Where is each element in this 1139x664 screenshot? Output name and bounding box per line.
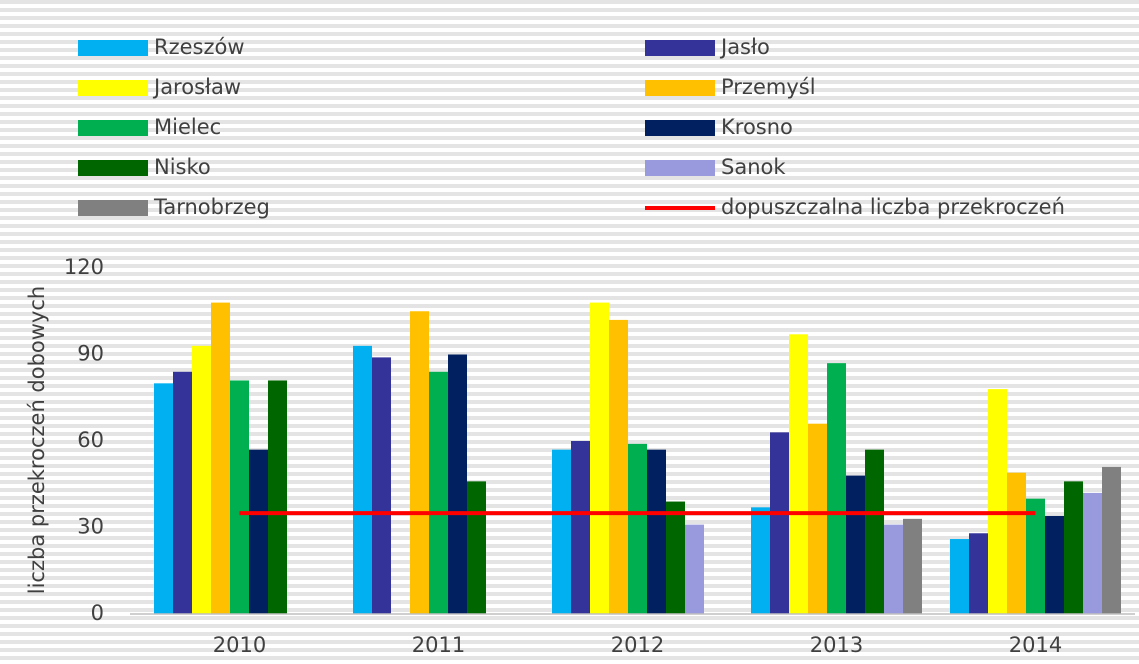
bar: [552, 449, 571, 614]
x-tick-label: 2012: [611, 633, 664, 657]
bar: [230, 380, 249, 614]
bar: [1045, 515, 1064, 614]
bar: [353, 345, 372, 614]
bar: [590, 302, 609, 614]
y-tick-label: 30: [77, 515, 104, 539]
bar: [211, 302, 230, 614]
bar: [827, 363, 846, 614]
y-tick-label: 90: [77, 342, 104, 366]
bar: [467, 481, 486, 614]
bar: [1026, 498, 1045, 614]
legend-swatch: [645, 160, 715, 176]
x-tick-label: 2013: [810, 633, 863, 657]
legend-swatch: [78, 80, 148, 96]
y-tick-label: 120: [64, 255, 104, 279]
bar: [903, 518, 922, 614]
legend-swatch: [78, 120, 148, 136]
legend-swatch: [645, 40, 715, 56]
bar: [808, 423, 827, 614]
bar: [865, 449, 884, 614]
legend-swatch: [645, 120, 715, 136]
bar: [846, 475, 865, 614]
y-axis-title: liczba przekroczeń dobowych: [25, 286, 49, 595]
legend-label: Krosno: [721, 115, 793, 139]
legend-label: dopuszczalna liczba przekroczeń: [721, 195, 1065, 219]
bar: [884, 524, 903, 614]
legend-label: Jarosław: [152, 75, 241, 99]
legend-label: Rzeszów: [154, 35, 245, 59]
bar: [685, 524, 704, 614]
bar: [571, 441, 590, 614]
legend-label: Mielec: [154, 115, 221, 139]
bar: [1083, 492, 1102, 614]
bar: [789, 334, 808, 614]
x-tick-label: 2010: [213, 633, 266, 657]
bar: [192, 345, 211, 614]
legend-label: Tarnobrzeg: [153, 195, 270, 219]
bar: [666, 501, 685, 614]
bar: [751, 507, 770, 614]
bar: [969, 533, 988, 614]
bar: [988, 389, 1007, 614]
legend-label: Przemyśl: [721, 75, 816, 99]
bar: [1102, 466, 1121, 614]
bar: [609, 319, 628, 614]
bar: [268, 380, 287, 614]
bar: [1007, 472, 1026, 614]
legend-swatch: [78, 160, 148, 176]
bar: [1064, 481, 1083, 614]
legend-swatch: [78, 200, 148, 216]
bar: [154, 383, 173, 614]
bar: [448, 354, 467, 614]
bar: [249, 449, 268, 614]
bar: [372, 357, 391, 614]
x-tick-label: 2011: [412, 633, 465, 657]
x-tick-label: 2014: [1009, 633, 1062, 657]
y-tick-label: 60: [77, 428, 104, 452]
bar: [647, 449, 666, 614]
bar: [950, 539, 969, 614]
bar: [770, 432, 789, 614]
legend-swatch: [645, 80, 715, 96]
bar: [628, 443, 647, 614]
legend-label: Jasło: [719, 35, 770, 59]
legend-swatch: [78, 40, 148, 56]
bar: [410, 311, 429, 614]
bar: [173, 371, 192, 614]
legend-label: Nisko: [154, 155, 211, 179]
y-tick-label: 0: [91, 601, 104, 625]
bar: [429, 371, 448, 614]
legend-label: Sanok: [721, 155, 786, 179]
